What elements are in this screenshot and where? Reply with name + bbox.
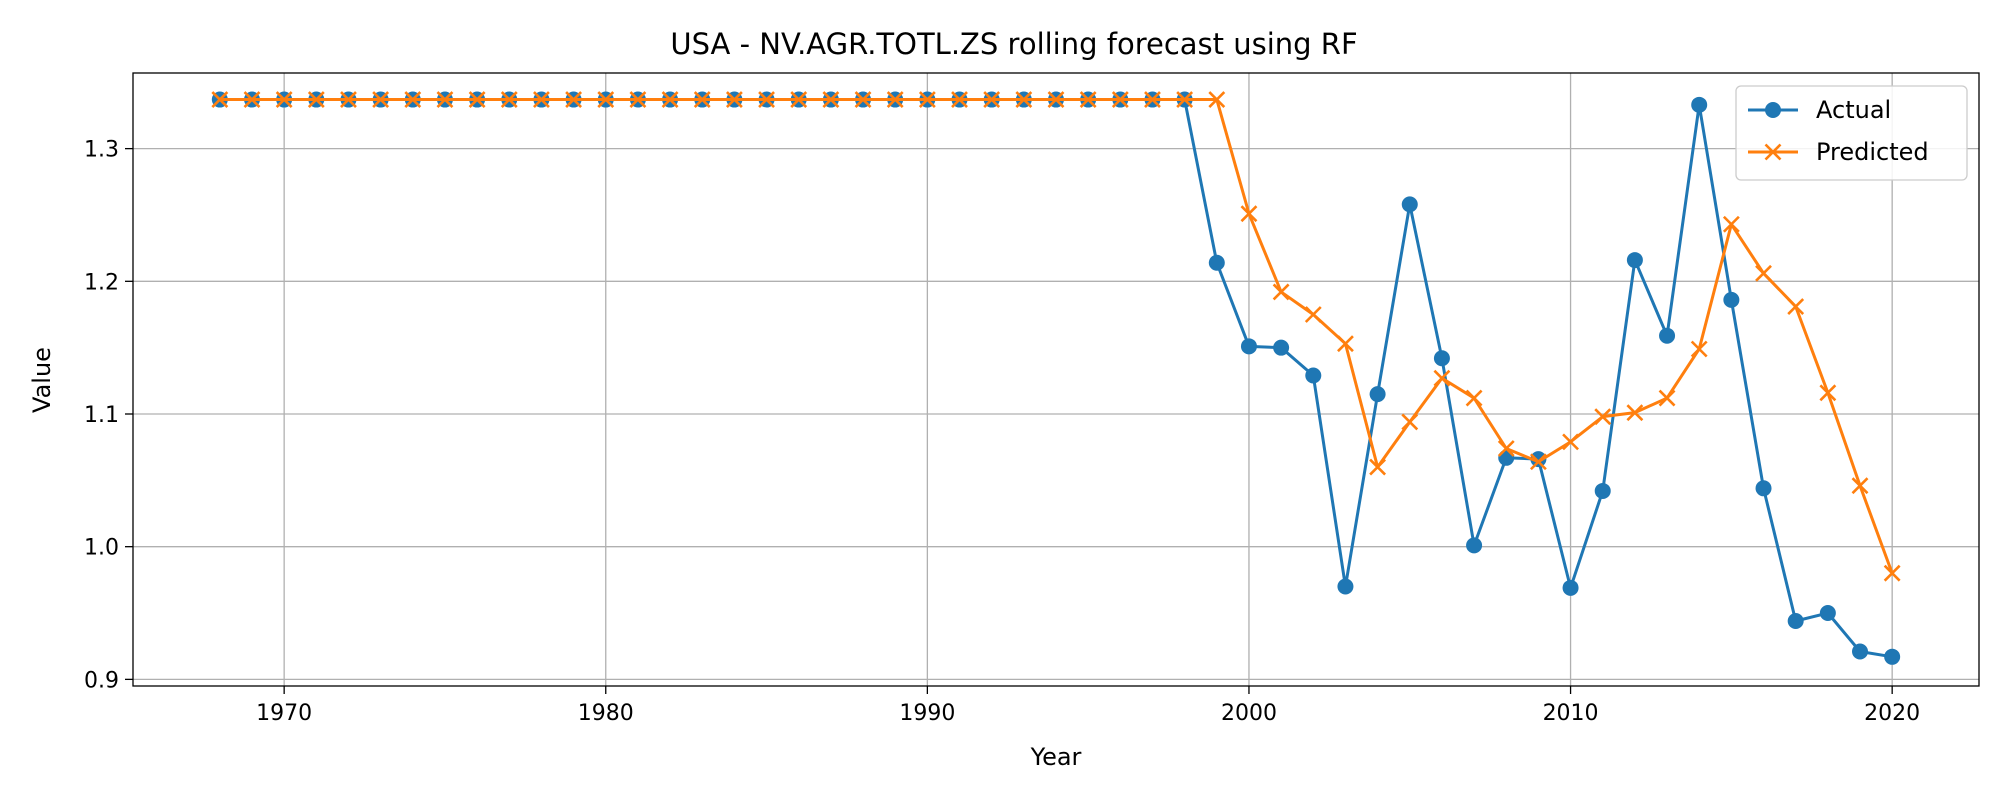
data-point-predicted bbox=[918, 91, 936, 108]
data-point-predicted bbox=[1465, 389, 1483, 407]
data-point-actual bbox=[1659, 327, 1676, 344]
data-point-predicted bbox=[1562, 433, 1579, 451]
data-point-predicted bbox=[951, 91, 968, 108]
data-point-actual bbox=[1208, 254, 1225, 271]
data-point-predicted bbox=[693, 91, 711, 108]
axis-ticks: 1970 1980 1990 2000 2010 2020 0.9 1.0 1.1 1.2 1.3 bbox=[84, 138, 1920, 726]
data-point-predicted bbox=[1176, 91, 1194, 108]
data-point-actual bbox=[1787, 612, 1804, 629]
data-point-predicted bbox=[790, 91, 808, 108]
data-point-predicted bbox=[1433, 369, 1451, 387]
data-point-predicted bbox=[758, 91, 775, 108]
data-point-predicted bbox=[1594, 408, 1612, 426]
data-point-predicted bbox=[468, 91, 486, 108]
data-point-predicted bbox=[372, 91, 390, 108]
data-point-actual bbox=[1240, 338, 1257, 355]
data-point-predicted bbox=[1401, 413, 1419, 431]
data-point-predicted bbox=[211, 91, 229, 108]
x-axis-title: Year bbox=[1030, 743, 1082, 771]
data-point-actual bbox=[1852, 643, 1869, 660]
data-point-predicted bbox=[661, 91, 679, 108]
data-point-predicted bbox=[533, 91, 550, 108]
data-point-predicted bbox=[1658, 389, 1676, 407]
data-point-predicted bbox=[340, 91, 357, 108]
data-point-actual bbox=[1273, 339, 1290, 356]
data-point-predicted bbox=[1272, 283, 1290, 301]
data-point-predicted bbox=[404, 91, 422, 108]
plot-frame bbox=[132, 72, 1980, 687]
x-tick-label: 2020 bbox=[1864, 701, 1920, 726]
y-tick-label: 0.9 bbox=[84, 668, 119, 693]
data-point-predicted bbox=[1047, 91, 1065, 108]
data-point-predicted bbox=[1497, 440, 1515, 457]
data-point-actual bbox=[1723, 291, 1740, 308]
series-predicted bbox=[211, 91, 1901, 582]
y-tick-label: 1.0 bbox=[84, 536, 119, 561]
data-point-actual bbox=[1562, 579, 1579, 596]
data-point-predicted bbox=[822, 91, 840, 108]
data-point-predicted bbox=[1304, 306, 1322, 323]
data-point-predicted bbox=[436, 91, 454, 108]
data-point-actual bbox=[1884, 648, 1901, 665]
data-point-predicted bbox=[275, 91, 293, 108]
data-point-predicted bbox=[886, 91, 904, 108]
legend-label-predicted: Predicted bbox=[1816, 138, 1929, 166]
data-point-predicted bbox=[854, 91, 872, 108]
data-point-predicted bbox=[1111, 91, 1129, 108]
data-point-actual bbox=[1691, 96, 1708, 113]
legend-marker-predicted bbox=[1764, 143, 1782, 161]
data-point-actual bbox=[1401, 196, 1418, 213]
data-point-actual bbox=[1369, 386, 1386, 403]
data-point-predicted bbox=[983, 91, 1001, 108]
data-point-predicted bbox=[1369, 458, 1387, 476]
data-point-actual bbox=[1626, 252, 1643, 269]
grid-lines bbox=[133, 73, 1979, 686]
series-layer bbox=[211, 91, 1901, 665]
data-point-predicted bbox=[1787, 298, 1805, 315]
data-point-predicted bbox=[1626, 404, 1644, 422]
data-point-predicted bbox=[1079, 91, 1097, 108]
data-point-actual bbox=[1337, 578, 1354, 595]
data-point-predicted bbox=[597, 91, 615, 108]
data-point-actual bbox=[1594, 482, 1611, 499]
data-point-predicted bbox=[1144, 91, 1161, 108]
data-point-predicted bbox=[1015, 91, 1033, 108]
data-point-predicted bbox=[1337, 335, 1354, 353]
data-point-predicted bbox=[1819, 384, 1837, 402]
y-tick-label: 1.1 bbox=[84, 403, 119, 428]
legend: Actual Predicted bbox=[1735, 85, 1968, 181]
x-tick-label: 1980 bbox=[578, 701, 634, 726]
data-point-actual bbox=[1755, 480, 1772, 497]
y-tick-label: 1.2 bbox=[84, 270, 119, 295]
data-point-actual bbox=[1819, 605, 1836, 622]
data-point-predicted bbox=[500, 91, 518, 108]
legend-marker-actual bbox=[1765, 102, 1781, 118]
y-axis-title: Value bbox=[28, 347, 56, 413]
x-tick-label: 2010 bbox=[1543, 701, 1599, 726]
data-point-predicted bbox=[307, 91, 325, 108]
data-point-actual bbox=[1466, 537, 1483, 554]
data-point-predicted bbox=[1722, 215, 1740, 233]
data-point-predicted bbox=[243, 91, 261, 108]
data-point-predicted bbox=[565, 91, 583, 108]
x-tick-label: 1990 bbox=[899, 701, 955, 726]
x-tick-label: 1970 bbox=[256, 701, 312, 726]
data-point-actual bbox=[1530, 451, 1547, 468]
data-point-predicted bbox=[1851, 477, 1869, 495]
data-point-predicted bbox=[1883, 564, 1901, 582]
data-point-predicted bbox=[1690, 340, 1708, 358]
data-point-predicted bbox=[1240, 205, 1258, 223]
data-point-actual bbox=[1433, 350, 1450, 367]
x-tick-label: 2000 bbox=[1221, 701, 1277, 726]
data-point-predicted bbox=[629, 91, 647, 108]
data-point-predicted bbox=[1755, 264, 1772, 282]
chart-title: USA - NV.AGR.TOTL.ZS rolling forecast us… bbox=[670, 27, 1357, 61]
data-point-predicted bbox=[1208, 91, 1226, 108]
legend-label-actual: Actual bbox=[1816, 96, 1891, 124]
y-tick-label: 1.3 bbox=[84, 138, 119, 163]
data-point-actual bbox=[1305, 367, 1322, 384]
data-point-predicted bbox=[1529, 453, 1547, 471]
data-point-predicted bbox=[725, 91, 743, 108]
